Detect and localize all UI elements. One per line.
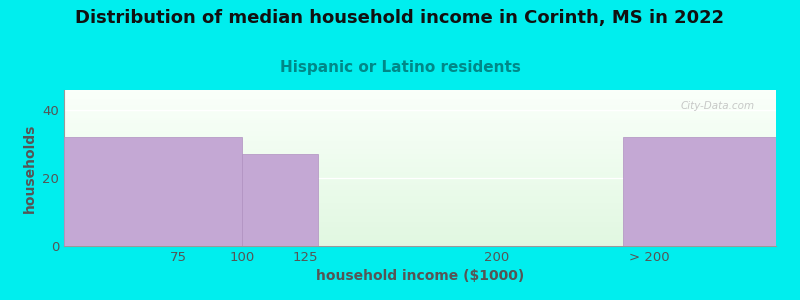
Bar	[64, 223, 776, 225]
Bar	[64, 181, 776, 184]
Bar	[64, 132, 776, 134]
Bar	[64, 150, 776, 152]
Bar	[64, 98, 776, 100]
Bar	[64, 212, 776, 215]
Bar	[64, 155, 776, 158]
Bar	[64, 215, 776, 217]
Y-axis label: households: households	[22, 123, 37, 213]
Bar	[64, 238, 776, 241]
Bar	[64, 184, 776, 186]
Bar	[64, 199, 776, 202]
Bar	[64, 210, 776, 212]
Bar	[64, 137, 776, 140]
Bar	[64, 100, 776, 103]
Bar	[64, 168, 776, 171]
Bar	[64, 191, 776, 194]
Bar	[64, 225, 776, 228]
Bar	[64, 165, 776, 168]
Bar	[64, 204, 776, 207]
Bar	[64, 93, 776, 95]
Bar	[623, 137, 800, 246]
Text: Distribution of median household income in Corinth, MS in 2022: Distribution of median household income …	[75, 9, 725, 27]
Bar	[64, 118, 776, 121]
Bar	[64, 189, 776, 191]
Bar	[242, 154, 318, 246]
Bar	[64, 176, 776, 178]
Bar	[64, 140, 776, 142]
Bar	[64, 145, 776, 147]
Bar	[64, 113, 776, 116]
Bar	[64, 121, 776, 124]
Bar	[64, 202, 776, 204]
Bar	[64, 207, 776, 210]
Bar	[64, 220, 776, 223]
Bar	[64, 171, 776, 173]
Bar	[64, 163, 776, 165]
Bar	[64, 108, 776, 111]
Bar	[64, 129, 776, 132]
Bar	[64, 160, 776, 163]
Bar	[64, 158, 776, 160]
Bar	[64, 137, 242, 246]
Bar	[64, 241, 776, 243]
Text: Hispanic or Latino residents: Hispanic or Latino residents	[279, 60, 521, 75]
Bar	[64, 236, 776, 238]
Bar	[64, 95, 776, 98]
Bar	[64, 147, 776, 150]
Bar	[64, 103, 776, 106]
Bar	[64, 134, 776, 137]
Bar	[64, 111, 776, 113]
Bar	[64, 230, 776, 233]
Bar	[64, 196, 776, 199]
Bar	[64, 116, 776, 119]
Bar	[64, 173, 776, 176]
Bar	[64, 228, 776, 230]
Bar	[64, 90, 776, 93]
Bar	[64, 126, 776, 129]
Bar	[64, 243, 776, 246]
Bar	[64, 194, 776, 196]
X-axis label: household income ($1000): household income ($1000)	[316, 269, 524, 284]
Text: City-Data.com: City-Data.com	[681, 101, 754, 111]
Bar	[64, 178, 776, 181]
Bar	[64, 152, 776, 155]
Bar	[64, 218, 776, 220]
Bar	[64, 142, 776, 145]
Bar	[64, 233, 776, 236]
Bar	[64, 186, 776, 189]
Bar	[64, 124, 776, 126]
Bar	[64, 106, 776, 108]
